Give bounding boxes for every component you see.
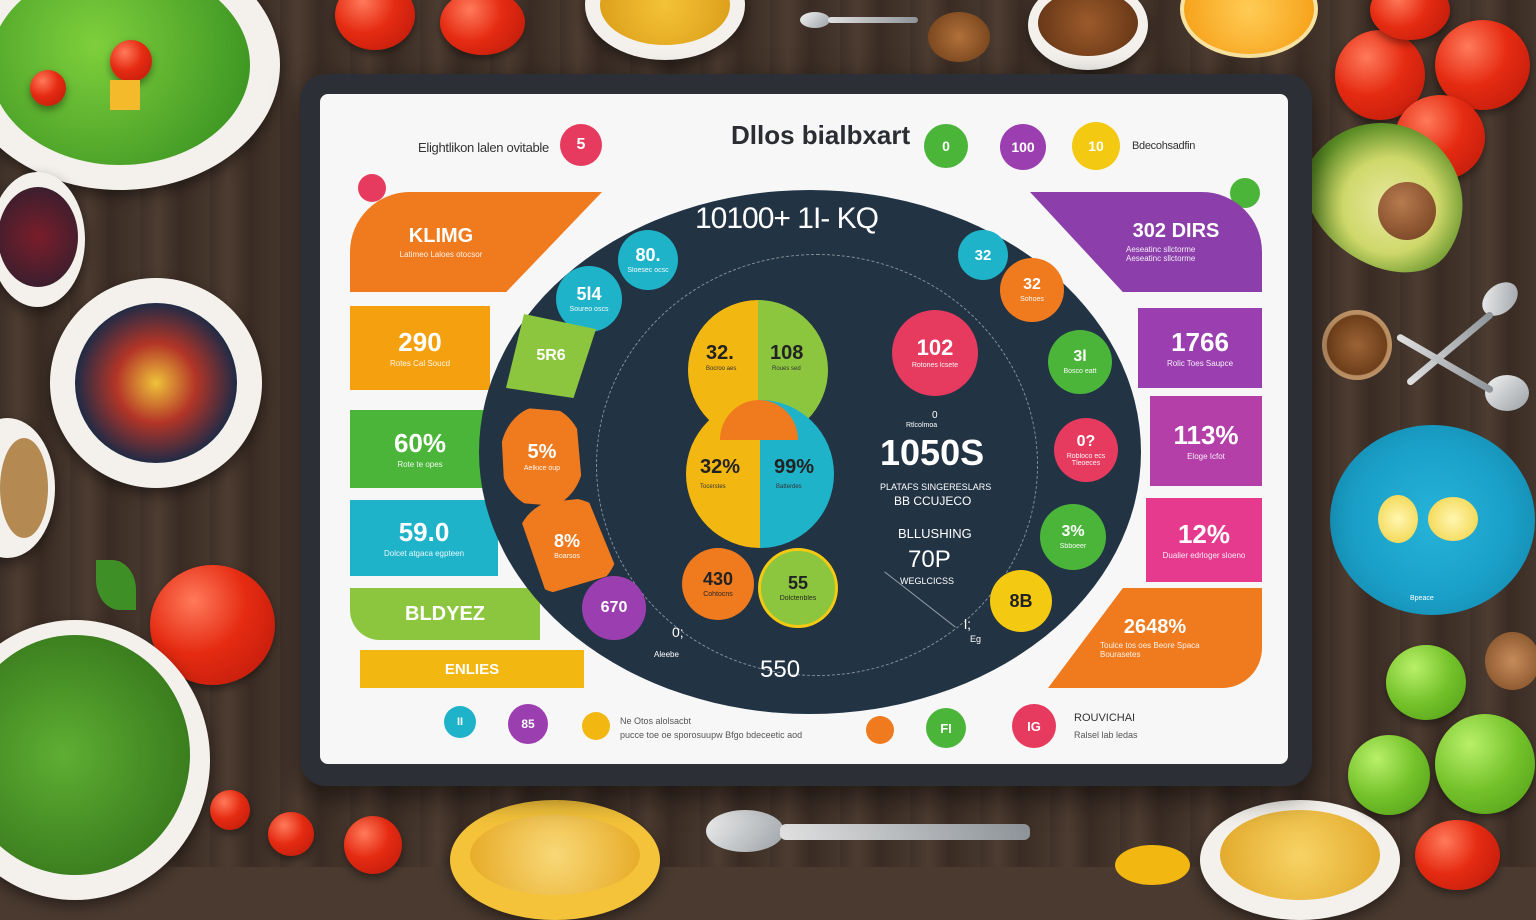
right-panel-3[interactable]: 113% Eloge Icfot	[1150, 396, 1262, 486]
tomato-top-right-2	[1435, 20, 1530, 110]
red-circle-0[interactable]: 0? Robloco ecs Tleoeces	[1054, 418, 1118, 482]
dashed-ring	[596, 254, 1038, 676]
teal-circle-80[interactable]: 80. Sloesec ocsc	[618, 230, 678, 290]
header-left-badge[interactable]: 5	[560, 124, 602, 166]
pie-top-right-value: 108	[770, 342, 804, 364]
pasta-bowl-bottom	[450, 800, 660, 920]
pie-bottom-right-value: 99%	[774, 456, 815, 478]
bottom-value: 550	[760, 656, 801, 683]
oval-title: 10100+ 1I- KQ	[695, 202, 879, 235]
right-marker-sub: Eg	[970, 634, 982, 644]
orange-circle-32[interactable]: 32 Sohoes	[1000, 258, 1064, 322]
teal-circle-32[interactable]: 32	[958, 230, 1008, 280]
nut-bowl-right	[1322, 310, 1392, 380]
top-value: 70P	[908, 546, 951, 573]
lime-1	[1386, 645, 1466, 720]
salad-bowl-top-left	[0, 0, 280, 190]
bottom-left-b: Aleebe	[654, 650, 679, 659]
blue-plate-right	[1330, 425, 1535, 615]
header-left-label: Elightlikon lalen ovitable	[418, 140, 549, 155]
center-caption: Rtlcolmoa	[906, 422, 938, 429]
spoon-right-2	[1485, 375, 1529, 411]
left-panel-5[interactable]: BLDYEZ	[350, 588, 540, 640]
footer-badge-d[interactable]: IG	[1012, 704, 1056, 748]
blushing-label: BLLUSHING	[898, 526, 972, 541]
right-panel-2[interactable]: 1766 Rolic Toes Saupce	[1138, 308, 1262, 388]
footer-badge-a[interactable]: II	[444, 706, 476, 738]
green-circle-3pct[interactable]: 3% Sbboeer	[1040, 504, 1106, 570]
right-marker: l;	[964, 616, 971, 632]
broccoli-bowl-bottom-left	[0, 620, 210, 900]
pie-bottom-left-sub: Tocerstes	[700, 484, 726, 490]
right-panel-1[interactable]: 302 DIRS Aeseatinc sllctorme Aeseatinc s…	[1030, 192, 1262, 292]
green-circle-3l[interactable]: 3l Bosco eatt	[1048, 330, 1112, 394]
page-title: Dllos bialbxart	[731, 120, 911, 150]
beans-bowl-top	[1028, 0, 1148, 70]
left-panel-4[interactable]: 59.0 Dolcet atgaca egpteen	[350, 500, 498, 576]
pie-top-right-sub: Roues sed	[772, 366, 801, 372]
orange-circle-430[interactable]: 430 Cohtocns	[682, 548, 754, 620]
right-panel-4[interactable]: 12% Dualier edrloger sloeno	[1146, 498, 1262, 582]
left-panel-6[interactable]: ENLIES	[360, 650, 584, 688]
spoon-top	[800, 12, 830, 28]
leaf-left	[96, 560, 136, 610]
footer-right-sub: Ralsel lab ledas	[1074, 730, 1138, 740]
footer-text-1: Ne Otos alolsacbt	[620, 716, 692, 726]
spoon-bottom	[706, 810, 784, 852]
left-panel-2[interactable]: 290 Rotes Cal Soucd	[350, 306, 490, 390]
teal-circle-5l4[interactable]: 5l4 Soureo oscs	[556, 266, 622, 332]
left-panel-3[interactable]: 60% Rote te opes	[350, 410, 490, 488]
pie-bottom-right-sub: Batterdes	[776, 484, 802, 490]
pie-top-left-sub: Bocroo aes	[706, 366, 737, 372]
footer-dot-yellow	[582, 712, 610, 740]
center-small: 0	[932, 410, 938, 421]
footer-badge-c[interactable]: FI	[926, 708, 966, 748]
spice-bowl-top	[928, 12, 990, 62]
yellow-circle-8b[interactable]: 8B	[990, 570, 1052, 632]
pasta-bowl-bottom-right	[1200, 800, 1400, 920]
lime-2	[1348, 735, 1430, 815]
header-badge-1[interactable]: 0	[924, 124, 968, 168]
dashboard-screen: Elightlikon lalen ovitable 5 Dllos bialb…	[320, 94, 1288, 764]
purple-circle-670[interactable]: 670	[582, 576, 646, 640]
header-badge-3[interactable]: 10	[1072, 122, 1120, 170]
pie-bottom-left-value: 32%	[700, 456, 741, 478]
arc-segment-orange-1[interactable]: 5% Aelkice oup	[500, 406, 584, 508]
center-line-1: PLATAFS SINGERESLARS	[880, 482, 992, 492]
tomato-top-2	[440, 0, 525, 55]
dot-top-left	[358, 174, 386, 202]
footer-text-2: pucce toe oe sporosuupw Bfgo bdeceetic a…	[620, 730, 803, 740]
header-badge-2[interactable]: 100	[1000, 124, 1046, 170]
center-number: 1050S	[880, 432, 985, 473]
plate-caption: Bpeace	[1410, 595, 1434, 602]
footer-dot-orange	[866, 716, 894, 744]
top-caption: WEGLCICSS	[900, 576, 955, 586]
header-right-label: Bdecohsadfin	[1132, 140, 1196, 152]
pink-circle-102[interactable]: 102 Rotones lcsete	[892, 310, 978, 396]
green-circle-55[interactable]: 55 Dolctenbles	[758, 548, 838, 628]
lime-3	[1435, 714, 1535, 814]
footer-badge-b[interactable]: 85	[508, 704, 548, 744]
berries-bowl-left	[0, 172, 85, 307]
center-line-2: BB CCUJECO	[894, 494, 972, 508]
pie-top-left-value: 32.	[706, 342, 734, 364]
footer-right-title: ROUVICHAI	[1074, 712, 1136, 724]
mixed-salad-bowl-left	[50, 278, 262, 488]
bottom-left-a: 0;	[672, 624, 684, 640]
